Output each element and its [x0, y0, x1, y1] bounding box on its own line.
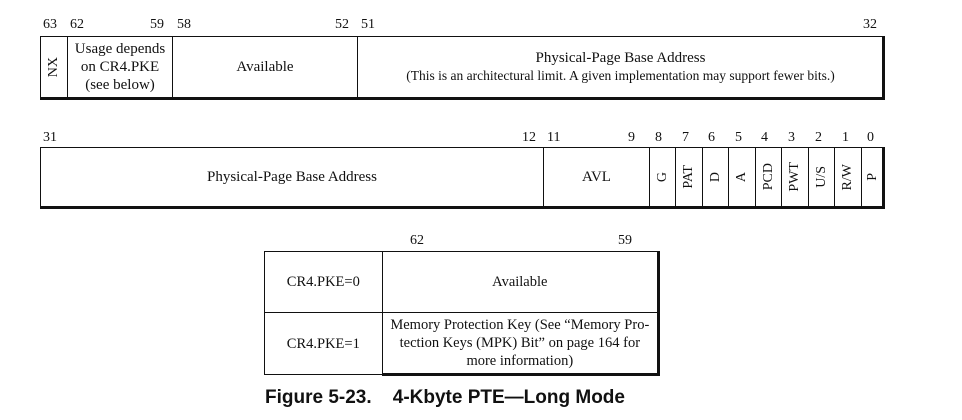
pke-row-1-condition: CR4.PKE=1 — [264, 312, 383, 375]
pke-row-1-meaning-line-3: more information) — [466, 353, 574, 369]
field-g: G — [649, 148, 675, 206]
field-rw: R/W — [834, 148, 861, 206]
bit-label-59: 59 — [150, 17, 164, 32]
field-nx: NX — [41, 37, 67, 97]
field-usage: Usage depends on CR4.PKE (see below) — [67, 37, 172, 97]
field-pat-label: PAT — [681, 165, 696, 189]
field-p-label: P — [864, 173, 880, 181]
pke-usage-table: CR4.PKE=0 Available CR4.PKE=1 Memory Pro… — [264, 251, 661, 376]
field-ppba-lower-label: Physical-Page Base Address — [207, 169, 377, 185]
field-available-label: Available — [236, 59, 294, 75]
field-pcd: PCD — [755, 148, 781, 206]
bit-label-3: 3 — [788, 130, 795, 145]
field-d-label: D — [707, 171, 723, 183]
field-ppba-upper-note: (This is an architectural limit. A given… — [406, 68, 835, 83]
field-avl: AVL — [543, 148, 649, 206]
bit-label-5: 5 — [735, 130, 742, 145]
field-usage-line-2: on CR4.PKE — [80, 59, 160, 75]
figure-caption-text: Figure 5-23. 4-Kbyte PTE—Long Mode — [265, 387, 625, 408]
bit-label-6: 6 — [708, 130, 715, 145]
field-rw-label: R/W — [840, 163, 855, 191]
pke-bit-label-59: 59 — [618, 233, 632, 248]
field-pwt-label: PWT — [787, 162, 802, 192]
lower-register: Physical-Page Base Address AVL G PAT D A… — [40, 147, 885, 209]
pke-row-1-meaning: Memory Protection Key (See “Memory Pro- … — [381, 312, 661, 376]
bit-label-32: 32 — [863, 17, 877, 32]
bit-label-51: 51 — [361, 17, 375, 32]
upper-register: NX Usage depends on CR4.PKE (see below) … — [40, 36, 885, 100]
field-avl-label: AVL — [582, 169, 611, 185]
pke-row-0-condition: CR4.PKE=0 — [264, 251, 383, 313]
bit-label-12: 12 — [522, 130, 536, 145]
field-nx-label: NX — [46, 56, 61, 78]
bit-label-7: 7 — [682, 130, 689, 145]
bit-label-11: 11 — [547, 130, 561, 145]
field-g-label: G — [654, 171, 670, 183]
field-ppba-upper-title: Physical-Page Base Address — [535, 50, 706, 66]
field-physical-page-base-lower: Physical-Page Base Address — [41, 148, 543, 206]
bit-label-4: 4 — [761, 130, 768, 145]
bit-label-62: 62 — [70, 17, 84, 32]
field-usage-line-1: Usage depends — [74, 41, 166, 57]
pke-bit-label-62: 62 — [410, 233, 424, 248]
field-us: U/S — [808, 148, 834, 206]
bit-label-0: 0 — [867, 130, 874, 145]
field-d: D — [702, 148, 728, 206]
field-physical-page-base-upper: Physical-Page Base Address (This is an a… — [357, 37, 883, 97]
field-usage-line-3: (see below) — [85, 77, 155, 93]
field-pwt: PWT — [781, 148, 808, 206]
field-a-label: A — [734, 171, 749, 183]
bit-label-31: 31 — [43, 130, 57, 145]
field-available: Available — [172, 37, 357, 97]
pke-row-0: CR4.PKE=0 Available — [264, 251, 661, 313]
pke-row-1: CR4.PKE=1 Memory Protection Key (See “Me… — [264, 312, 661, 376]
field-us-label: U/S — [813, 166, 829, 188]
bit-label-2: 2 — [815, 130, 822, 145]
field-a: A — [728, 148, 755, 206]
bit-label-8: 8 — [655, 130, 662, 145]
pke-row-0-meaning: Available — [381, 251, 661, 313]
pke-row-1-meaning-line-1: Memory Protection Key (See “Memory Pro- — [390, 317, 650, 333]
bit-label-63: 63 — [43, 17, 57, 32]
bit-label-58: 58 — [177, 17, 191, 32]
field-pat: PAT — [675, 148, 702, 206]
field-pcd-label: PCD — [760, 163, 776, 191]
bit-label-1: 1 — [842, 130, 849, 145]
bit-label-9: 9 — [628, 130, 635, 145]
pke-row-1-meaning-line-2: tection Keys (MPK) Bit” on page 164 for — [399, 335, 641, 351]
field-p: P — [861, 148, 883, 206]
bit-label-52: 52 — [335, 17, 349, 32]
figure-caption: Figure 5-23. 4-Kbyte PTE—Long Mode — [265, 387, 625, 409]
